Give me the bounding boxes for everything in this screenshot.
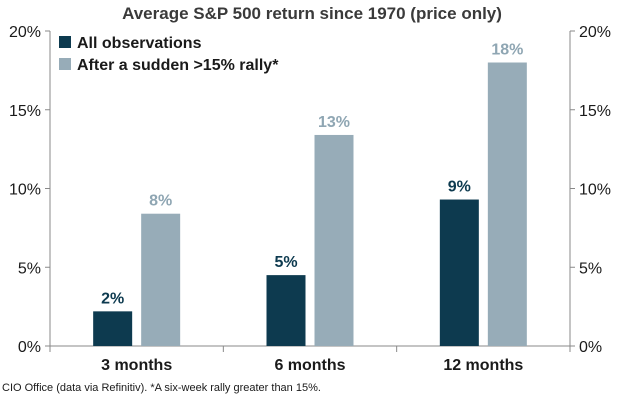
data-label: 18%	[491, 42, 523, 59]
data-label: 2%	[101, 290, 124, 307]
x-tick-label: 12 months	[443, 357, 523, 374]
y-tick-label-left: 5%	[18, 260, 41, 277]
data-label: 8%	[149, 193, 172, 210]
y-tick-label-right: 15%	[579, 103, 611, 120]
y-tick-label-right: 10%	[579, 182, 611, 199]
y-tick-label-right: 20%	[579, 24, 611, 41]
legend-swatch	[59, 36, 71, 48]
bar-all-observations	[93, 311, 133, 346]
y-tick-label-left: 15%	[9, 103, 41, 120]
footnote: CIO Office (data via Refinitiv). *A six-…	[2, 382, 321, 394]
y-tick-label-left: 10%	[9, 182, 41, 199]
chart-title: Average S&P 500 return since 1970 (price…	[122, 4, 502, 23]
data-label: 5%	[274, 254, 297, 271]
bar-all-observations	[266, 275, 306, 346]
x-tick-label: 6 months	[274, 357, 345, 374]
bar-after-rally	[141, 213, 181, 346]
data-label: 9%	[448, 179, 471, 196]
y-tick-label-right: 5%	[579, 260, 602, 277]
legend-swatch	[59, 58, 71, 70]
x-tick-label: 3 months	[101, 357, 172, 374]
legend-label: After a sudden >15% rally*	[77, 57, 279, 74]
bar-after-rally	[487, 62, 527, 346]
bar-all-observations	[439, 199, 479, 346]
data-label: 13%	[318, 114, 350, 131]
y-tick-label-left: 0%	[18, 339, 41, 356]
y-tick-label-left: 20%	[9, 24, 41, 41]
legend-label: All observations	[77, 35, 202, 52]
bar-after-rally	[314, 134, 354, 346]
y-tick-label-right: 0%	[579, 339, 602, 356]
